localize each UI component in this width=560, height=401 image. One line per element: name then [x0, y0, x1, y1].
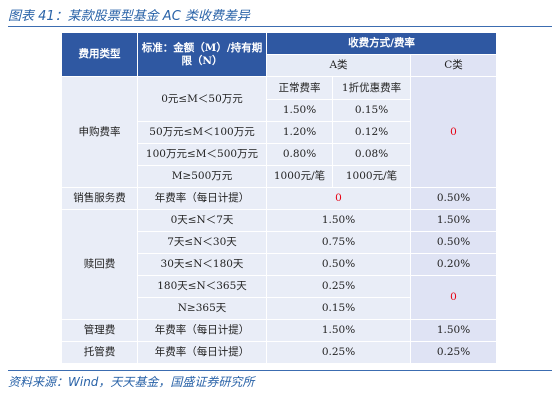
header-row-1: 费用类型 标准：金额（M）/持有期限（N） 收费方式/费率 — [61, 32, 498, 77]
subscription-normal: 0.80% — [266, 143, 333, 166]
header-fee-type: 费用类型 — [61, 32, 138, 77]
redemption-standard: 7天≤N＜30天 — [137, 231, 267, 254]
management-standard: 年费率（每日计提） — [137, 319, 267, 342]
management-class-a: 1.50% — [266, 319, 411, 342]
redemption-standard: 30天≤N＜180天 — [137, 253, 267, 276]
table-row: 申购费率 0元≤M＜50万元 正常费率 1折优惠费率 0 — [61, 76, 498, 188]
custody-class-c: 0.25% — [409, 341, 498, 364]
sales-service-class-c: 0.50% — [409, 187, 498, 210]
custody-label: 托管费 — [61, 341, 138, 364]
table-row: 托管费 年费率（每日计提） 0.25% 0.25% — [61, 341, 498, 364]
subscription-discount: 0.12% — [332, 121, 411, 144]
fee-table: 费用类型 标准：金额（M）/持有期限（N） 收费方式/费率 A类 C类 申购费率… — [61, 32, 498, 364]
subscription-discount: 0.15% — [332, 99, 411, 122]
custody-standard: 年费率（每日计提） — [137, 341, 267, 364]
subscription-standard: 0元≤M＜50万元 — [137, 76, 267, 122]
sales-service-label: 销售服务费 — [61, 187, 138, 210]
redemption-standard: 0天≤N＜7天 — [137, 209, 267, 232]
redemption-class-a: 1.50% — [266, 209, 411, 232]
figure-title: 图表 41：某款股票型基金 AC 类收费差异 — [8, 9, 250, 24]
management-class-c: 1.50% — [409, 319, 498, 342]
subscription-standard: M≥500万元 — [137, 165, 267, 188]
table-row: 赎回费 0天≤N＜7天 1.50% 1.50% — [61, 209, 498, 320]
table-row: N≥365天 0.15% — [62, 297, 497, 320]
redemption-class-c-merged: 0 — [409, 275, 498, 320]
redemption-class-a: 0.75% — [266, 231, 411, 254]
table-row: 50万元≤M＜100万元 1.20% 0.12% — [62, 121, 497, 144]
subscription-standard: 100万元≤M＜500万元 — [137, 143, 267, 166]
custody-class-a: 0.25% — [266, 341, 411, 364]
table-row: M≥500万元 1000元/笔 1000元/笔 — [62, 165, 497, 188]
subscription-class-c: 0 — [409, 76, 498, 188]
redemption-class-a: 0.25% — [266, 275, 411, 298]
redemption-standard: N≥365天 — [137, 297, 267, 320]
redemption-class-c: 1.50% — [409, 209, 498, 232]
subscription-normal: 1000元/笔 — [266, 165, 333, 188]
sales-service-class-a: 0 — [266, 187, 411, 210]
header-class-a: A类 — [266, 54, 411, 77]
bottom-rule — [8, 370, 552, 371]
header-class-c: C类 — [409, 54, 498, 77]
source-note: 资料来源：Wind，天天基金，国盛证券研究所 — [8, 375, 255, 389]
redemption-standard: 180天≤N＜365天 — [137, 275, 267, 298]
header-discount-rate: 1折优惠费率 — [332, 76, 411, 100]
top-rule — [8, 26, 552, 27]
header-row-2: A类 C类 — [62, 54, 498, 77]
redemption-class-a: 0.50% — [266, 253, 411, 276]
table-row: 7天≤N＜30天 0.75% 0.50% — [62, 231, 498, 254]
table-row: 管理费 年费率（每日计提） 1.50% 1.50% — [61, 319, 498, 342]
subscription-normal: 1.50% — [266, 99, 333, 122]
redemption-class-c: 0.50% — [409, 231, 498, 254]
management-label: 管理费 — [61, 319, 138, 342]
table-row: 销售服务费 年费率（每日计提） 0 0.50% — [61, 187, 498, 210]
subscription-discount: 1000元/笔 — [332, 165, 411, 188]
header-normal-rate: 正常费率 — [266, 76, 333, 100]
sales-service-standard: 年费率（每日计提） — [137, 187, 267, 210]
subscription-label: 申购费率 — [61, 76, 138, 188]
table-row: 1.50% 0.15% — [62, 99, 497, 122]
header-method: 收费方式/费率 — [265, 32, 498, 55]
subscription-normal: 1.20% — [266, 121, 333, 144]
header-standard: 标准：金额（M）/持有期限（N） — [137, 32, 267, 77]
redemption-class-c: 0.20% — [409, 253, 498, 276]
subscription-discount: 0.08% — [332, 143, 411, 166]
redemption-class-a: 0.15% — [266, 297, 411, 320]
table-row: 30天≤N＜180天 0.50% 0.20% — [62, 253, 498, 276]
redemption-label: 赎回费 — [61, 209, 138, 320]
subscription-standard: 50万元≤M＜100万元 — [137, 121, 267, 144]
